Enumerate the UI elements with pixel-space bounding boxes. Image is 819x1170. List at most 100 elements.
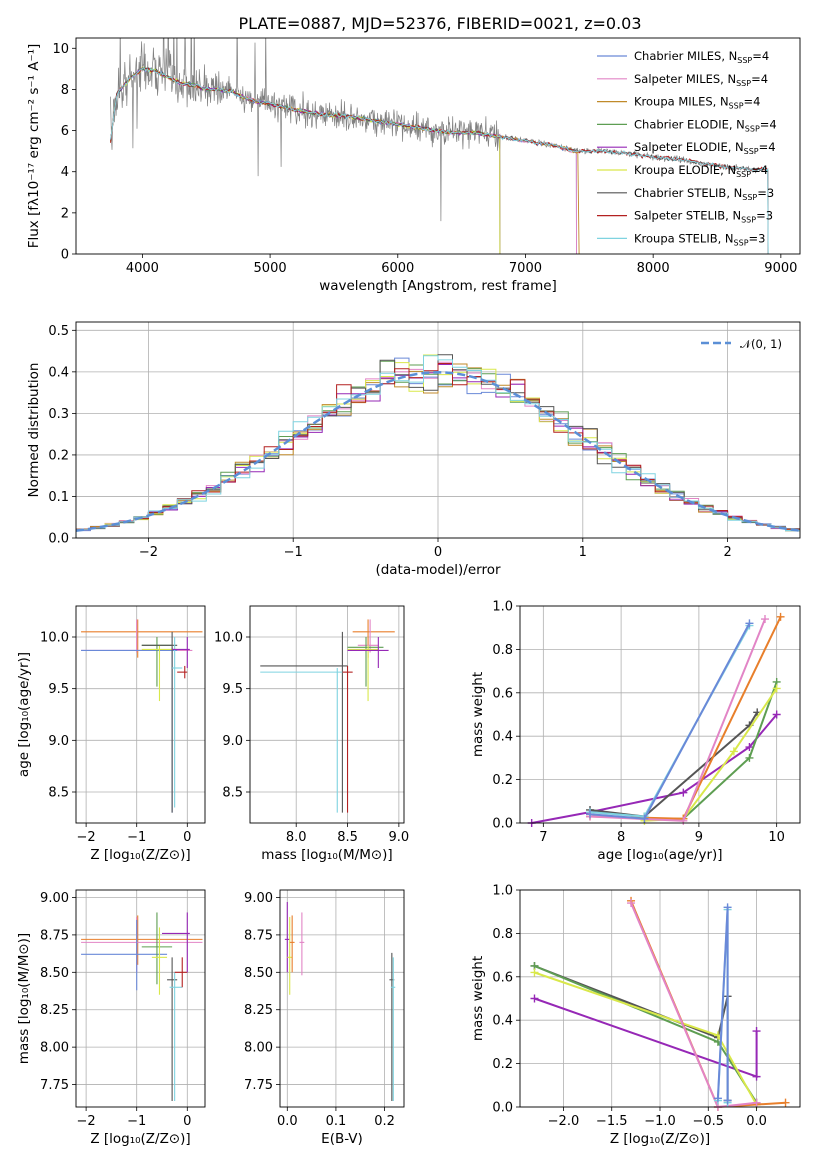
weight_vs_Z-chart: −2.0 −1.5 −1.0 −0.5 0.0 0.0 0.2 0.4 0.6 0.8 1.0 Z [… (470, 884, 801, 1147)
x-tick-label: 8.0 (286, 830, 307, 845)
y-axis-label: mass [log₁₀(M/M⊙)] (16, 933, 32, 1064)
x-tick-label: −1.5 (596, 1114, 628, 1129)
y-tick-label: 0.8 (492, 927, 513, 942)
model-0 (110, 67, 577, 254)
x-axis-label: Z [log₁₀(Z/Z⊙)] (610, 1131, 710, 1147)
x-tick-label: −2 (77, 1114, 96, 1129)
weight-point (713, 1094, 722, 1103)
y-tick-label: 0.0 (492, 1101, 513, 1116)
y-tick-label: 0.4 (492, 1014, 513, 1029)
y-tick-label: 6 (61, 124, 69, 139)
y-tick-label: 0.6 (492, 970, 513, 985)
y-tick-label: 7.75 (40, 1078, 69, 1093)
x-axis-label: wavelength [Angstrom, rest frame] (319, 278, 557, 294)
age_vs_Z-chart: −2 −1 0 8.5 9.0 9.5 10.0 Z [log₁₀(Z/Z⊙)] age [lo… (16, 605, 206, 863)
y-tick-label: 0.2 (48, 448, 69, 463)
x-tick-label: 8.5 (337, 830, 358, 845)
normal-curve (76, 371, 800, 532)
x-axis-label: age [log₁₀(age/yr)] (597, 847, 722, 863)
mass_vs_Z-chart: −2 −1 0 7.75 8.00 8.25 8.50 8.75 9.00 Z [log₁₀(Z/… (16, 889, 206, 1147)
y-tick-label: 8.75 (244, 928, 273, 943)
y-tick-label: 1.0 (492, 884, 513, 899)
y-tick-label: 0.0 (492, 817, 513, 832)
weight-point (729, 747, 738, 756)
legend-label: Salpeter STELIB, NSSP=3 (634, 209, 773, 225)
weight-series-7 (589, 622, 751, 820)
weight-point (640, 814, 649, 823)
plot-area (76, 354, 800, 538)
x-tick-label: 1 (579, 545, 587, 560)
y-tick-label: 0.0 (48, 532, 69, 547)
legend-label: Kroupa ELODIE, NSSP=4 (634, 163, 768, 179)
weight-point (586, 810, 594, 819)
legend-label: Kroupa MILES, NSSP=4 (634, 95, 760, 111)
panels: 4000 5000 6000 7000 8000 90000246810wavelengt… (16, 37, 801, 1147)
weight-point (752, 1098, 761, 1107)
weight-point (627, 899, 636, 908)
y-tick-label: 8.25 (244, 1003, 273, 1018)
plot-area (284, 901, 396, 1102)
plot-area (527, 612, 785, 827)
x-tick-label: −1 (127, 1114, 146, 1129)
legend-label: Salpeter ELODIE, NSSP=4 (634, 140, 776, 156)
axes-frame (519, 889, 801, 1108)
y-tick-label: 0.4 (48, 365, 69, 380)
x-tick-label: 0.1 (326, 1114, 347, 1129)
axes-frame (75, 321, 801, 539)
weight-point (772, 684, 781, 693)
y-tick-label: 0.2 (492, 773, 513, 788)
y-axis-label: age [log₁₀(age/yr)] (16, 652, 32, 777)
x-tick-label: −2 (77, 830, 96, 845)
x-axis-label: E(B-V) (321, 1131, 363, 1147)
y-tick-label: 8.5 (48, 786, 69, 801)
y-tick-label: 0.6 (492, 686, 513, 701)
y-tick-label: 9.00 (40, 891, 69, 906)
axes-frame (75, 37, 801, 255)
residual-chart: −2 −1 0 1 2 0.0 0.1 0.2 0.3 0.4 0.5 (data-model)/er… (26, 321, 801, 578)
x-tick-label: 7000 (509, 261, 542, 276)
y-axis-label: mass weight (470, 672, 486, 757)
weight-point (723, 1096, 732, 1105)
x-tick-label: 2 (723, 545, 731, 560)
weight-point (530, 968, 539, 977)
x-axis-label: mass [log₁₀(M/M⊙)] (261, 847, 392, 863)
legend-label: Chabrier ELODIE, NSSP=4 (634, 117, 777, 133)
x-tick-label: 6000 (381, 261, 414, 276)
x-tick-label: −2.0 (548, 1114, 580, 1129)
plot-area (81, 619, 203, 813)
model-1 (110, 66, 577, 254)
age_vs_mass-chart: 8.0 8.5 9.0 8.5 9.0 9.5 10.0 mass [log₁₀(M/M⊙)] (214, 605, 409, 863)
y-tick-label: 7.75 (244, 1078, 273, 1093)
weight-point (530, 994, 539, 1003)
y-tick-label: 0.3 (48, 407, 69, 422)
legend: Chabrier MILES, NSSP=4 Salpeter MILES, NS… (597, 49, 777, 247)
y-tick-label: 8.00 (40, 1041, 69, 1056)
legend-label: Chabrier STELIB, NSSP=3 (634, 186, 774, 202)
weight_vs_age-chart: 7 8 9 10 0.0 0.2 0.4 0.6 0.8 1.0 age [log₁₀(age/yr… (470, 600, 801, 863)
y-tick-label: 10 (52, 42, 69, 57)
y-tick-label: 8.5 (222, 786, 243, 801)
x-tick-label: 9000 (764, 261, 797, 276)
weight-point (776, 612, 785, 621)
y-tick-label: 9.0 (222, 734, 243, 749)
weight-point (761, 615, 769, 624)
x-tick-label: −1 (127, 830, 146, 845)
model-2 (110, 67, 580, 254)
mass_vs_EBV-chart: 0.0 0.1 0.2 7.75 8.00 8.25 8.50 8.75 9.00 E(B-V) (244, 889, 405, 1147)
x-tick-label: 0.0 (746, 1114, 767, 1129)
weight-point (745, 753, 754, 762)
x-axis-label: Z [log₁₀(Z/Z⊙)] (90, 847, 190, 863)
weight-point (679, 816, 688, 825)
y-axis-label: Normed distribution (26, 363, 42, 498)
legend-label: Chabrier MILES, NSSP=4 (634, 49, 769, 65)
y-tick-label: 9.5 (48, 682, 69, 697)
plot-area (260, 619, 395, 813)
y-tick-label: 8.00 (244, 1041, 273, 1056)
x-tick-label: 5000 (254, 261, 287, 276)
y-tick-label: 8.50 (40, 966, 69, 981)
weight-point (679, 788, 688, 797)
data-spectrum (110, 38, 762, 222)
legend-label: 𝒩(0, 1) (740, 337, 782, 351)
y-tick-label: 9.00 (244, 891, 273, 906)
